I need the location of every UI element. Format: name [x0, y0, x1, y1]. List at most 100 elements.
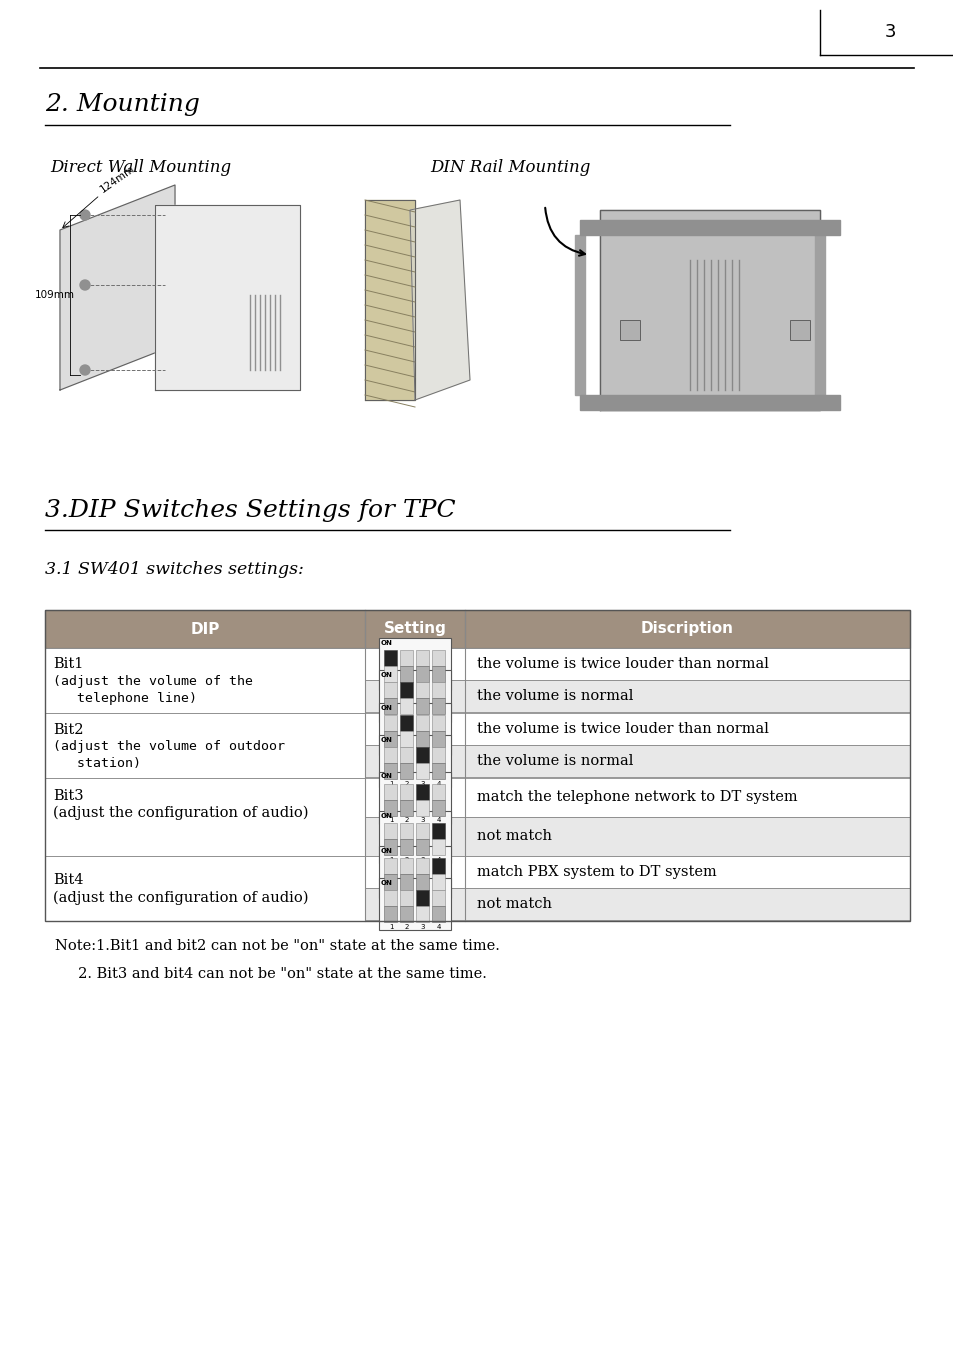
- Bar: [464, 714, 909, 745]
- Text: Bit1: Bit1: [53, 658, 83, 672]
- Text: ON: ON: [380, 812, 393, 819]
- Bar: [384, 822, 397, 838]
- Bar: [384, 731, 397, 747]
- Text: (adjust the configuration of audio): (adjust the configuration of audio): [53, 806, 308, 821]
- Text: Bit3: Bit3: [53, 789, 84, 803]
- Bar: [789, 320, 809, 340]
- Text: 109mm: 109mm: [35, 290, 75, 301]
- Bar: [416, 784, 429, 799]
- Bar: [432, 873, 445, 890]
- Bar: [400, 890, 413, 906]
- Text: 3: 3: [420, 781, 425, 787]
- Bar: [432, 715, 445, 731]
- Bar: [416, 799, 429, 815]
- Text: ON: ON: [380, 705, 393, 711]
- Text: 4: 4: [436, 818, 440, 823]
- Bar: [416, 650, 429, 666]
- Bar: [432, 650, 445, 666]
- Bar: [384, 715, 397, 731]
- Text: not match: not match: [476, 896, 552, 911]
- Text: 3: 3: [420, 857, 425, 862]
- Bar: [400, 784, 413, 799]
- Text: match PBX system to DT system: match PBX system to DT system: [476, 865, 716, 879]
- Bar: [416, 747, 429, 764]
- Bar: [378, 772, 451, 823]
- Polygon shape: [154, 204, 299, 390]
- Bar: [384, 784, 397, 799]
- Bar: [464, 816, 909, 856]
- Text: Direct Wall Mounting: Direct Wall Mounting: [50, 160, 231, 176]
- Bar: [432, 747, 445, 764]
- Text: Bit4: Bit4: [53, 873, 84, 887]
- Text: 4: 4: [436, 716, 440, 722]
- Text: 3: 3: [420, 892, 425, 898]
- Polygon shape: [814, 236, 824, 395]
- Text: 4: 4: [436, 684, 440, 691]
- Polygon shape: [579, 219, 840, 236]
- Bar: [432, 858, 445, 873]
- Bar: [378, 670, 451, 722]
- Bar: [400, 666, 413, 682]
- Text: ON: ON: [380, 640, 393, 646]
- Text: 3: 3: [420, 684, 425, 691]
- Bar: [432, 890, 445, 906]
- Text: 1: 1: [388, 818, 393, 823]
- Bar: [464, 888, 909, 919]
- Text: 1: 1: [388, 892, 393, 898]
- Text: 1: 1: [388, 684, 393, 691]
- Text: the volume is normal: the volume is normal: [476, 754, 633, 768]
- Text: (adjust the configuration of audio): (adjust the configuration of audio): [53, 891, 308, 904]
- Text: 3: 3: [883, 23, 895, 41]
- Text: 2. Bit3 and bit4 can not be "on" state at the same time.: 2. Bit3 and bit4 can not be "on" state a…: [55, 967, 486, 982]
- Bar: [416, 906, 429, 922]
- Text: match the telephone network to DT system: match the telephone network to DT system: [476, 791, 797, 804]
- Bar: [464, 779, 909, 816]
- Bar: [416, 682, 429, 699]
- Text: not match: not match: [476, 830, 552, 844]
- Text: DIP: DIP: [190, 621, 219, 636]
- Bar: [432, 699, 445, 714]
- Bar: [384, 799, 397, 815]
- Bar: [365, 888, 464, 919]
- Text: 1: 1: [388, 781, 393, 787]
- Text: 2: 2: [404, 716, 409, 722]
- Bar: [45, 649, 365, 714]
- Bar: [384, 906, 397, 922]
- Circle shape: [80, 366, 90, 375]
- Text: 2: 2: [404, 857, 409, 862]
- Text: 1: 1: [388, 749, 393, 756]
- Bar: [378, 703, 451, 756]
- Bar: [416, 699, 429, 714]
- Polygon shape: [365, 200, 415, 399]
- Circle shape: [80, 210, 90, 219]
- Bar: [365, 856, 464, 888]
- Text: (adjust the volume of the: (adjust the volume of the: [53, 676, 253, 688]
- Text: ON: ON: [380, 773, 393, 780]
- Bar: [45, 856, 365, 921]
- Text: the volume is twice louder than normal: the volume is twice louder than normal: [476, 657, 768, 672]
- Polygon shape: [60, 185, 174, 390]
- Polygon shape: [410, 200, 470, 399]
- Text: 2: 2: [404, 923, 409, 930]
- Text: 124mm: 124mm: [98, 164, 137, 195]
- Bar: [400, 822, 413, 838]
- Text: 4: 4: [436, 892, 440, 898]
- Bar: [384, 890, 397, 906]
- Bar: [400, 858, 413, 873]
- Bar: [432, 764, 445, 779]
- Bar: [464, 680, 909, 712]
- Bar: [416, 822, 429, 838]
- Bar: [400, 699, 413, 714]
- Text: Bit2: Bit2: [53, 723, 84, 737]
- Text: Discription: Discription: [640, 621, 733, 636]
- Bar: [416, 890, 429, 906]
- Polygon shape: [575, 236, 584, 395]
- Bar: [400, 764, 413, 779]
- Text: ON: ON: [380, 672, 393, 678]
- Bar: [416, 731, 429, 747]
- Bar: [365, 816, 464, 856]
- Text: the volume is twice louder than normal: the volume is twice louder than normal: [476, 722, 768, 737]
- Bar: [416, 764, 429, 779]
- Bar: [365, 779, 464, 816]
- Text: 1: 1: [388, 716, 393, 722]
